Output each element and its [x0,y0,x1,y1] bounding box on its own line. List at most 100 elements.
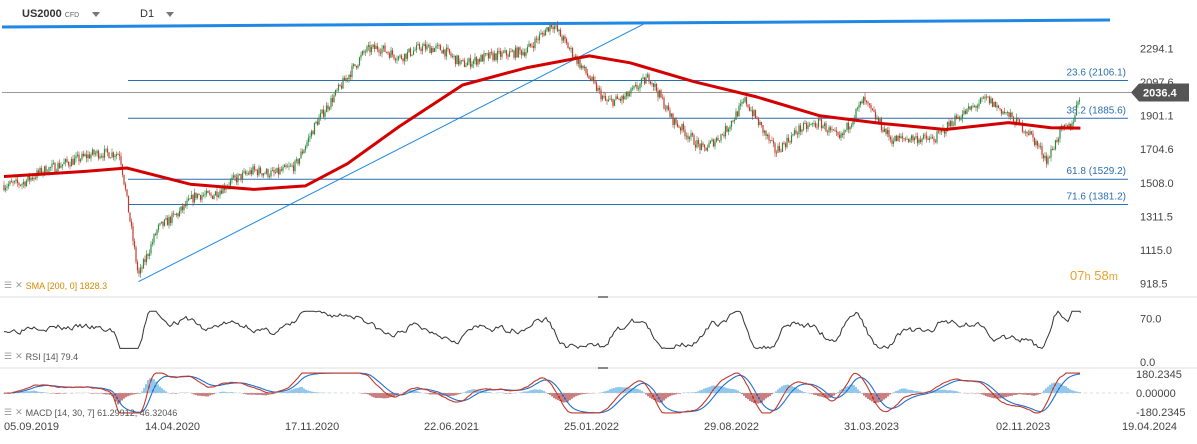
candle-body [688,137,691,139]
candle-body [862,96,865,104]
resistance-line[interactable] [1,18,1111,29]
candle-body [235,177,238,183]
macd-bar [97,393,99,394]
macd-bar [655,393,657,402]
candle-body [274,172,277,174]
candle-body [370,46,373,53]
macd-bar [573,393,575,398]
macd-bar [1077,391,1079,393]
rsi-label-text: RSI [14] 79.4 [25,351,79,362]
candle-body [139,267,142,274]
candle-body [448,49,451,54]
macd-bar [1039,393,1041,394]
macd-bar [913,390,915,393]
pane-resize-handle[interactable] [598,367,608,369]
candle-body [118,154,121,157]
candle-body [715,137,718,142]
candle-body [727,128,730,132]
candle-body [565,39,568,43]
macd-bar [867,393,869,399]
candle-body [306,141,308,147]
rsi-line[interactable] [3,310,1081,350]
macd-bar [535,389,537,393]
candle-body [1041,146,1043,156]
candle-body [949,120,952,127]
trendline[interactable] [138,23,644,283]
macd-bar [551,393,553,397]
candle-body [873,110,875,112]
indicator-remove-icon[interactable]: ✕ [15,280,23,290]
macd-bar [377,393,379,398]
candle-body [555,25,557,27]
candle-body [759,122,761,126]
macd-bar [1057,382,1059,393]
indicator-settings-icon[interactable]: ☰ [4,280,13,290]
candle-body [427,45,430,47]
rsi-indicator-label[interactable]: ☰ ✕ RSI [14] 79.4 [4,351,78,362]
symbol-selector[interactable]: US2000 CFD [22,8,79,20]
candle-body [21,184,23,186]
macd-bar [903,388,905,393]
candle-body [265,169,268,174]
candle-body [922,134,925,139]
candle-body [810,123,812,125]
candle-body [460,60,463,61]
candle-body [909,139,911,142]
indicator-remove-icon[interactable]: ✕ [15,407,23,417]
macd-bar [1061,384,1063,393]
indicator-settings-icon[interactable]: ☰ [4,407,13,417]
macd-indicator-label[interactable]: ☰ ✕ MACD [14, 30, 7] 61.29912, 46.32046 [4,407,177,418]
candle-body [577,59,580,64]
macd-bar [995,393,997,399]
candle-body [201,195,203,200]
macd-line[interactable] [3,372,1080,414]
candle-body [609,98,611,100]
candle-body [498,50,500,52]
candle-body [924,134,926,136]
candle-body [696,140,698,148]
pane-resize-handle[interactable] [598,296,608,298]
candle-body [1023,131,1025,133]
candle-body [468,58,470,63]
macd-bar [539,389,541,393]
candle-body [78,154,80,162]
macd-bar [27,391,29,393]
macd-bar [1047,386,1049,393]
candle-body [85,154,88,159]
macd-bar [691,392,693,393]
macd-bar [657,393,659,403]
candle-body [910,135,913,140]
macd-bar [747,393,749,400]
symbol-dropdown-icon[interactable] [92,12,100,17]
macd-bar [123,393,125,399]
sma-indicator-label[interactable]: ☰ ✕ SMA [200, 0] 1828.3 [4,280,107,291]
candle-body [73,158,76,165]
sma-line[interactable] [3,54,1081,191]
candle-body [421,46,424,52]
candle-body [906,138,908,140]
macd-bar [559,393,561,401]
candle-body [523,52,526,56]
candle-body [736,111,739,117]
timeframe-selector[interactable]: D1 [140,8,155,20]
candle-body [378,49,380,53]
indicator-remove-icon[interactable]: ✕ [15,351,23,361]
indicator-settings-icon[interactable]: ☰ [4,351,13,361]
candle-body [66,159,68,163]
timeframe-dropdown-icon[interactable] [166,12,174,17]
x-tick-label: 25.01.2022 [564,421,619,433]
candle-body [372,44,374,47]
last-price-value: 2036.4 [1143,87,1178,99]
candle-body [487,53,490,59]
macd-bar [549,393,551,395]
candle-body [607,99,610,102]
candle-body [904,138,907,140]
candle-body [585,66,587,74]
macd-bar [633,388,635,393]
candle-body [405,53,407,59]
macd-bar [467,390,469,393]
candle-body [903,138,905,139]
macd-bar [419,392,421,393]
candle-body [1077,101,1079,105]
